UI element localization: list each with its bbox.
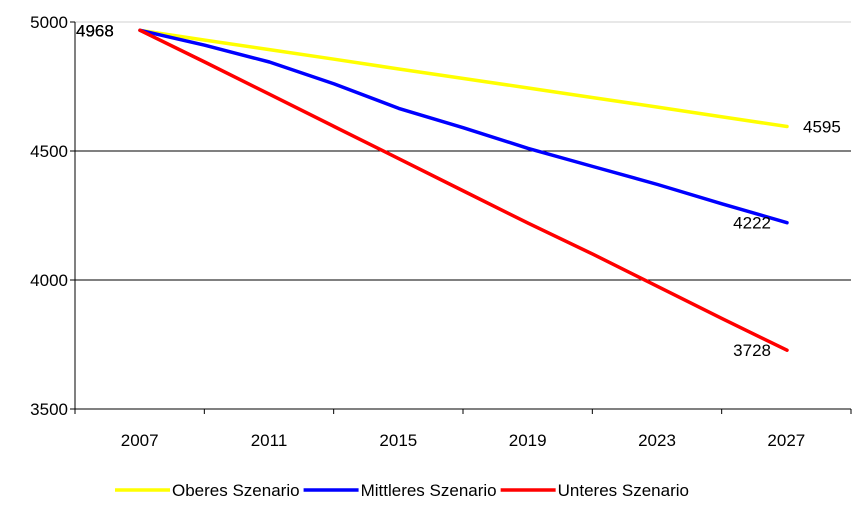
y-tick-label-3500: 3500 — [30, 400, 68, 419]
end-label-3: 3728 — [733, 341, 771, 360]
series-line-1 — [138, 28, 789, 129]
y-tick-label-4500: 4500 — [30, 142, 68, 161]
x-tick-label-2007: 2007 — [121, 431, 159, 450]
legend-label-1: Oberes Szenario — [172, 481, 300, 500]
start-label-3: 4968 — [76, 21, 114, 40]
y-tick-label-5000: 5000 — [30, 13, 68, 32]
end-label-1: 4595 — [803, 117, 841, 136]
x-tick-label-2019: 2019 — [509, 431, 547, 450]
grid-lines — [75, 21, 851, 281]
axes: 3500 4000 4500 5000 2007 2011 2015 2019 2023 2027 — [30, 13, 852, 450]
series-lines — [138, 28, 789, 352]
legend: Oberes Szenario Mittleres Szenario Unteres… — [115, 481, 689, 500]
x-tick-label-2015: 2015 — [379, 431, 417, 450]
y-tick-label-4000: 4000 — [30, 271, 68, 290]
start-label-2: 4968 — [76, 21, 114, 40]
x-tick-label-2011: 2011 — [251, 431, 288, 450]
start-label-1: 4968 — [76, 21, 114, 40]
x-tick-label-2027: 2027 — [767, 431, 805, 450]
legend-label-3: Unteres Szenario — [558, 481, 689, 500]
end-label-2: 4222 — [733, 214, 771, 233]
series-line-2 — [138, 28, 789, 225]
x-tick-label-2023: 2023 — [638, 431, 676, 450]
legend-label-2: Mittleres Szenario — [361, 481, 497, 500]
series-line-3 — [138, 28, 789, 352]
